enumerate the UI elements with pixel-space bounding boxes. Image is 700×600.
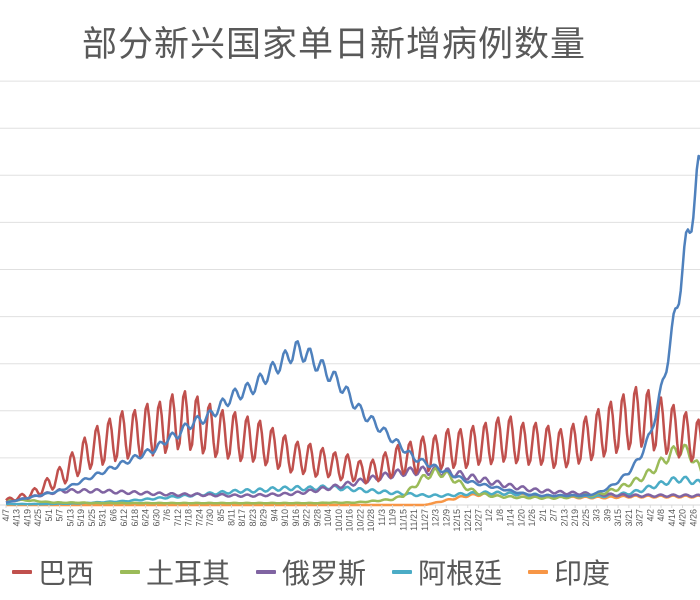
chart-title: 部分新兴国家单日新增病例数量	[82, 25, 587, 65]
legend-item-russia[interactable]: 俄罗斯	[256, 552, 366, 592]
x-tick-label: 4/7	[1, 509, 11, 522]
legend-item-argentina[interactable]: 阿根廷	[392, 552, 502, 592]
x-tick-label: 5/13	[65, 509, 75, 527]
legend-swatch-icon	[256, 570, 277, 574]
legend-swatch-icon	[528, 570, 549, 574]
legend-item-brazil[interactable]: 巴西	[12, 552, 94, 592]
x-tick-label: 6/18	[130, 509, 140, 527]
x-tick-label: 8/11	[227, 509, 237, 526]
x-tick-label: 12/3	[431, 509, 441, 527]
x-tick-label: 5/1	[44, 509, 54, 522]
series-line	[5, 443, 700, 505]
legend-label: 土耳其	[146, 557, 231, 590]
legend-swatch-icon	[392, 570, 413, 574]
x-tick-label: 6/24	[141, 509, 151, 527]
x-tick-label: 9/16	[291, 509, 301, 527]
x-tick-label: 2/7	[549, 509, 559, 522]
x-tick-label: 4/20	[678, 509, 688, 527]
x-tick-label: 5/31	[98, 509, 108, 527]
x-tick-label: 1/8	[495, 509, 505, 522]
x-tick-label: 6/30	[151, 509, 161, 527]
x-tick-label: 11/3	[377, 509, 387, 526]
x-tick-label: 11/21	[409, 509, 419, 531]
x-tick-label: 10/4	[323, 509, 333, 527]
x-tick-label: 9/22	[302, 509, 312, 527]
legend: 巴西 土耳其 俄罗斯 阿根廷 印度	[12, 552, 636, 592]
x-tick-label: 12/27	[473, 509, 483, 532]
x-tick-label: 10/10	[334, 509, 344, 532]
x-tick-label: 8/17	[237, 509, 247, 527]
x-tick-label: 4/25	[33, 509, 43, 527]
x-tick-label: 2/25	[581, 509, 591, 527]
x-tick-label: 10/28	[366, 509, 376, 532]
x-tick-label: 6/6	[108, 509, 118, 522]
x-tick-label: 8/5	[216, 509, 226, 522]
series-line	[5, 385, 700, 502]
series-line	[5, 465, 700, 504]
legend-label: 印度	[554, 557, 611, 590]
x-tick-label: 10/16	[345, 509, 355, 532]
gridlines	[0, 80, 700, 506]
x-tick-label: 2/19	[570, 509, 580, 527]
x-tick-label: 12/21	[463, 509, 473, 532]
x-tick-label: 7/6	[162, 509, 172, 522]
x-tick-label: 8/23	[248, 509, 258, 527]
x-tick-label: 3/27	[635, 509, 645, 527]
x-tick-label: 11/27	[420, 509, 430, 531]
x-tick-label: 7/24	[194, 509, 204, 527]
x-tick-label: 9/4	[269, 509, 279, 522]
series-lines	[5, 154, 700, 507]
x-tick-label: 7/18	[184, 509, 194, 527]
x-tick-label: 7/30	[205, 509, 215, 527]
x-tick-label: 4/14	[667, 509, 677, 527]
x-tick-label: 4/2	[645, 509, 655, 522]
x-tick-label: 11/9	[388, 509, 398, 526]
series-line	[5, 154, 700, 504]
x-tick-label: 8/29	[259, 509, 269, 527]
legend-label: 阿根廷	[418, 557, 503, 590]
x-tick-label: 9/28	[312, 509, 322, 527]
legend-swatch-icon	[120, 570, 141, 574]
x-tick-label: 3/15	[613, 509, 623, 527]
x-tick-label: 11/15	[398, 509, 408, 531]
x-tick-label: 12/9	[441, 509, 451, 527]
x-axis: 4/7 4/13 4/19 4/25 5/1 5/7 5/13 5/19 5/25 5/31 6/6…	[1, 505, 700, 532]
x-tick-label: 1/20	[516, 509, 526, 527]
x-tick-label: 4/26	[688, 509, 698, 527]
x-tick-label: 1/2	[484, 509, 494, 522]
x-tick-label: 10/22	[355, 509, 365, 532]
x-tick-label: 3/3	[592, 509, 602, 522]
x-tick-label: 1/14	[506, 509, 516, 527]
x-tick-label: 5/7	[55, 509, 65, 522]
x-tick-label: 7/12	[173, 509, 183, 527]
x-tick-label: 2/13	[559, 509, 569, 527]
legend-label: 俄罗斯	[282, 557, 367, 590]
x-tick-label: 3/21	[624, 509, 634, 527]
x-tick-label: 9/10	[280, 509, 290, 527]
legend-item-turkey[interactable]: 土耳其	[120, 552, 230, 592]
legend-label: 巴西	[38, 557, 95, 590]
x-tick-label: 6/12	[119, 509, 129, 527]
x-tick-label: 2/1	[538, 509, 548, 522]
legend-swatch-icon	[12, 570, 32, 574]
x-tick-label: 5/19	[76, 509, 86, 527]
x-tick-label: 1/26	[527, 509, 537, 527]
legend-item-india[interactable]: 印度	[528, 552, 610, 592]
x-tick-label: 5/25	[87, 509, 97, 527]
x-tick-label: 4/13	[12, 509, 22, 527]
x-tick-label: 4/19	[22, 509, 32, 527]
x-tick-label: 4/8	[656, 509, 666, 522]
x-tick-label: 3/9	[602, 509, 612, 522]
x-tick-label: 12/15	[452, 509, 462, 532]
